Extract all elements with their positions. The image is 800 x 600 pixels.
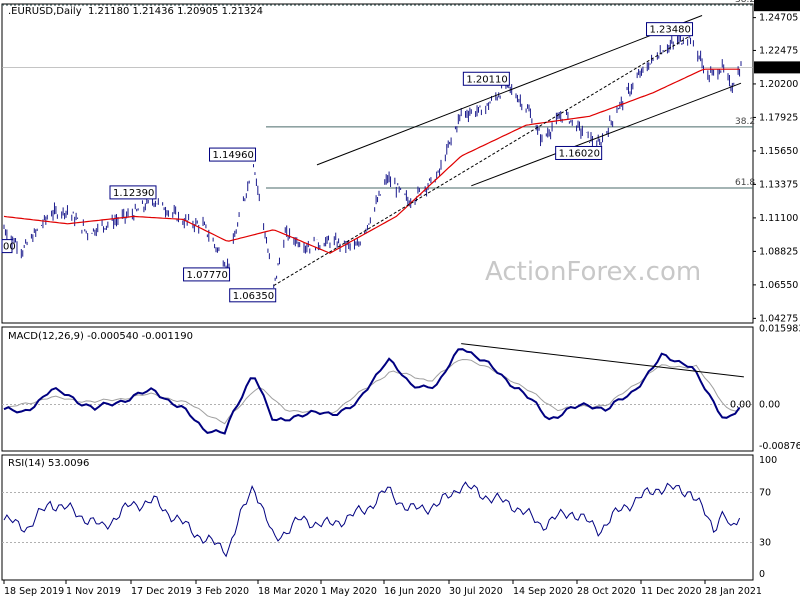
rsi-tick-label: 100 bbox=[759, 455, 777, 466]
annotation-box bbox=[555, 145, 603, 160]
channel-line bbox=[316, 15, 703, 166]
price-panel-frame bbox=[1, 3, 754, 324]
price-tick-label: 1.08825 bbox=[759, 246, 798, 257]
price-tick-label: 1.06550 bbox=[759, 280, 798, 291]
rsi-panel: 100 70 30 0 bbox=[2, 455, 777, 580]
price-label-box bbox=[754, 0, 800, 12]
date-tick-label: 3 Feb 2020 bbox=[196, 586, 249, 597]
date-tick-label: 17 Dec 2019 bbox=[131, 586, 192, 597]
annotation-label: 1.06350 bbox=[233, 291, 274, 302]
price-series bbox=[3, 30, 742, 289]
channel-line bbox=[471, 82, 742, 187]
price-tick-label: 1.24705 bbox=[759, 13, 798, 24]
watermark: ActionForex.com bbox=[485, 257, 701, 287]
annotation-label: 1.23480 bbox=[650, 25, 691, 36]
fib-levels: 38.2 38.2 61.8 bbox=[2, 0, 755, 189]
annotation-label: 1.07770 bbox=[187, 270, 228, 281]
rsi-line bbox=[3, 481, 741, 558]
annotation-label: 1.16020 bbox=[559, 148, 600, 159]
annotation-label: 1.14960 bbox=[213, 150, 254, 161]
rsi-panel-title: RSI(14) 53.0096 bbox=[8, 458, 89, 469]
clipped-label-box bbox=[1, 239, 13, 254]
macd-panel-frame bbox=[1, 326, 754, 452]
annotation-box bbox=[109, 185, 157, 200]
date-tick-label: 16 Jun 2020 bbox=[384, 586, 441, 597]
date-tick-label: 18 Mar 2020 bbox=[258, 586, 318, 597]
clipped-label: 00 bbox=[3, 242, 16, 253]
date-tick-label: 1 May 2020 bbox=[321, 586, 377, 597]
price-label-box bbox=[754, 61, 800, 74]
annotation-box bbox=[183, 267, 231, 282]
macd-tick-label: 0.00 bbox=[759, 399, 780, 410]
date-tick-label: 28 Jan 2021 bbox=[705, 586, 762, 597]
fib-label: 61.8 bbox=[735, 178, 755, 188]
macd-tick-label: -0.008762 bbox=[759, 441, 800, 452]
price-tick-label: 1.11100 bbox=[759, 213, 798, 224]
annotation-box bbox=[462, 71, 510, 86]
price-label-text: 1.21324 bbox=[759, 63, 798, 74]
ma-line bbox=[3, 68, 740, 254]
price-tick-label: 1.13375 bbox=[759, 179, 798, 190]
price-tick-label: 1.20200 bbox=[759, 79, 798, 90]
rsi-tick-label: 30 bbox=[759, 538, 771, 549]
annotation-label: 1.12390 bbox=[113, 188, 154, 199]
annotation-box bbox=[646, 22, 694, 37]
moving-average bbox=[3, 68, 740, 254]
signal-line bbox=[3, 358, 740, 425]
macd-trend-line bbox=[461, 343, 744, 378]
trend-lines bbox=[273, 15, 742, 287]
annotation-label: 1.20110 bbox=[466, 74, 507, 85]
rsi-panel-frame bbox=[1, 454, 754, 581]
date-tick-label: 14 Sep 2020 bbox=[513, 586, 573, 597]
price-panel-title: .EURUSD,Daily bbox=[8, 6, 82, 17]
rsi-tick-label: 70 bbox=[759, 488, 771, 499]
rsi-tick-label: 0 bbox=[759, 569, 765, 580]
price-label-text: 1.25550 bbox=[759, 1, 798, 12]
macd-line bbox=[3, 348, 741, 435]
price-tick-label: 1.15650 bbox=[759, 146, 798, 157]
price-tick-label: 1.22475 bbox=[759, 45, 798, 56]
price-annotations: 1.23480 1.20110 1.16020 1.14960 1.12390 1.077… bbox=[1, 22, 694, 303]
macd-panel: 0.015983 0.00 -0.008762 0.00 bbox=[2, 324, 800, 452]
annotation-box bbox=[229, 288, 277, 303]
fib-label: 38.2 bbox=[735, 117, 755, 127]
macd-current-value: 0.00 bbox=[730, 399, 751, 410]
y-axis-labels: 1.24705 1.22475 1.20200 1.17925 1.15650 1.133… bbox=[753, 0, 800, 324]
ohlc-readout: 1.21180 1.21436 1.20905 1.21324 bbox=[88, 6, 263, 17]
macd-panel-title: MACD(12,26,9) -0.000540 -0.001190 bbox=[8, 331, 193, 342]
price-tick-label: 1.04275 bbox=[759, 313, 798, 324]
date-tick-label: 28 Oct 2020 bbox=[577, 586, 636, 597]
macd-tick-label: 0.015983 bbox=[759, 324, 800, 335]
x-axis-labels: 18 Sep 2019 1 Nov 2019 17 Dec 2019 3 Feb 20… bbox=[3, 580, 762, 597]
date-tick-label: 30 Jul 2020 bbox=[449, 586, 503, 597]
date-tick-label: 1 Nov 2019 bbox=[66, 586, 121, 597]
price-tick-label: 1.17925 bbox=[759, 112, 798, 123]
chart-frame bbox=[1, 3, 754, 581]
date-tick-label: 18 Sep 2019 bbox=[4, 586, 64, 597]
channel-line bbox=[273, 35, 691, 287]
date-tick-label: 11 Dec 2020 bbox=[641, 586, 702, 597]
annotation-box bbox=[209, 147, 257, 162]
fib-label: 38.2 bbox=[735, 0, 755, 5]
